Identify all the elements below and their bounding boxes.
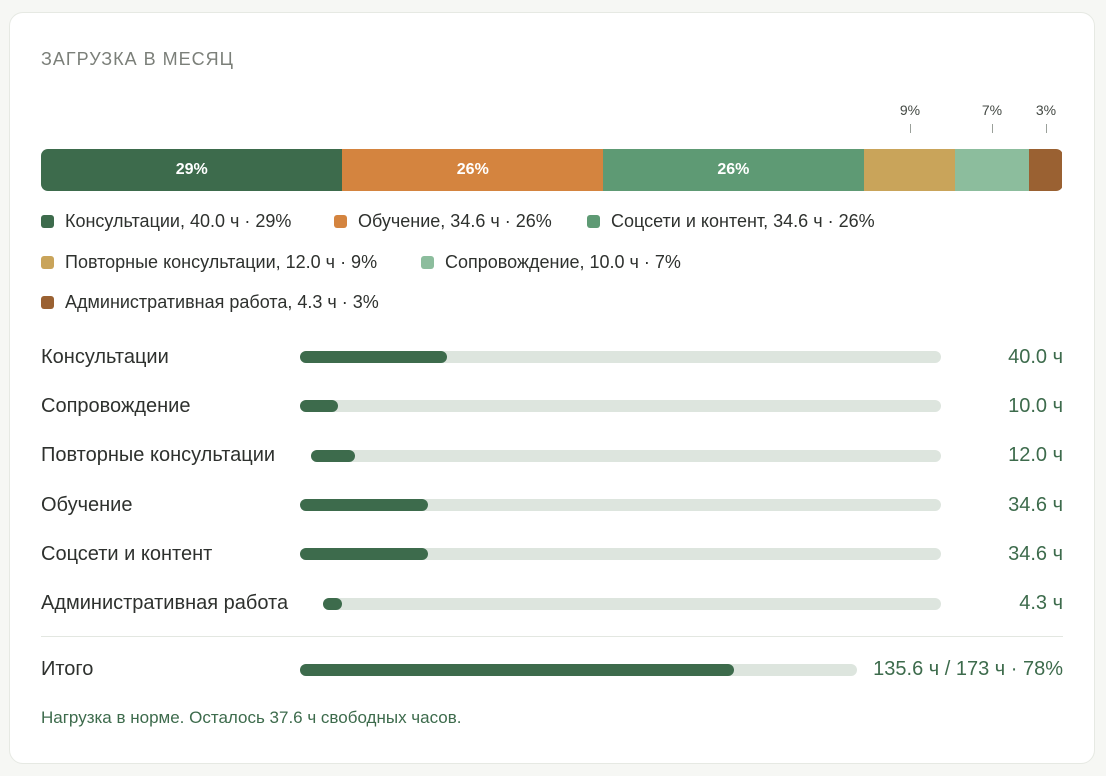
outside-label-admin: 3% bbox=[1026, 102, 1066, 133]
row-value-training: 34.6 ч bbox=[1008, 494, 1063, 516]
row-fill bbox=[323, 598, 342, 610]
legend-label: Обучение, 34.6 ч · 26% bbox=[358, 211, 552, 231]
legend-label: Административная работа, 4.3 ч · 3% bbox=[65, 292, 379, 312]
segment-social-content[interactable]: 26% bbox=[603, 149, 864, 191]
segment-consultations[interactable]: 29% bbox=[41, 149, 343, 191]
row-value-admin-work: 4.3 ч bbox=[1019, 592, 1063, 614]
row-value-social-content: 34.6 ч bbox=[1008, 543, 1063, 565]
row-label-admin-work: Административная работа bbox=[41, 592, 289, 614]
outside-label-tick bbox=[1045, 124, 1047, 133]
row-label-support: Сопровождение bbox=[41, 395, 191, 417]
outside-label-text: 9% bbox=[899, 102, 921, 118]
total-value: 135.6 ч / 173 ч · 78% bbox=[873, 658, 1063, 680]
legend-swatch bbox=[334, 215, 347, 228]
row-track-social-content bbox=[300, 548, 941, 560]
row-fill bbox=[300, 400, 339, 412]
row-fill bbox=[300, 351, 448, 363]
outside-label-tick bbox=[991, 124, 993, 133]
total-label: Итого bbox=[41, 658, 94, 680]
segment-admin-work[interactable] bbox=[1029, 149, 1062, 191]
row-fill bbox=[311, 450, 356, 462]
legend-swatch bbox=[41, 256, 54, 269]
widget-title: ЗАГРУЗКА В МЕСЯЦ bbox=[41, 49, 234, 69]
row-fill bbox=[300, 499, 429, 511]
legend-label: Сопровождение, 10.0 ч · 7% bbox=[445, 252, 681, 272]
workload-card bbox=[9, 12, 1095, 764]
legend-swatch bbox=[41, 296, 54, 309]
row-value-consultations: 40.0 ч bbox=[1008, 346, 1063, 368]
total-fill bbox=[300, 664, 735, 676]
legend-item-social-content: Соцсети и контент, 34.6 ч · 26% bbox=[587, 211, 875, 232]
row-track-support bbox=[300, 400, 941, 412]
legend-swatch bbox=[587, 215, 600, 228]
segment-repeat-consultations[interactable] bbox=[863, 149, 955, 191]
legend-swatch bbox=[41, 215, 54, 228]
outside-label-tick bbox=[909, 124, 911, 133]
segment-training[interactable]: 26% bbox=[342, 149, 604, 191]
legend-item-repeat-consultations: Повторные консультации, 12.0 ч · 9% bbox=[41, 252, 377, 273]
row-label-consultations: Консультации bbox=[41, 346, 169, 368]
legend-item-training: Обучение, 34.6 ч · 26% bbox=[334, 211, 552, 232]
total-track bbox=[300, 664, 857, 676]
row-track-training bbox=[300, 499, 941, 511]
row-fill bbox=[300, 548, 429, 560]
legend-label: Соцсети и контент, 34.6 ч · 26% bbox=[611, 211, 875, 231]
legend-item-consultations: Консультации, 40.0 ч · 29% bbox=[41, 211, 291, 232]
segment-support[interactable] bbox=[954, 149, 1030, 191]
legend-label: Повторные консультации, 12.0 ч · 9% bbox=[65, 252, 378, 272]
row-label-training: Обучение bbox=[41, 494, 133, 516]
divider bbox=[41, 636, 1063, 637]
legend-swatch bbox=[421, 256, 434, 269]
row-label-repeat-consultations: Повторные консультации bbox=[41, 444, 276, 466]
outside-label-text: 7% bbox=[981, 102, 1003, 118]
status-message: Нагрузка в норме. Осталось 37.6 ч свобод… bbox=[41, 708, 462, 727]
legend-item-support: Сопровождение, 10.0 ч · 7% bbox=[421, 252, 681, 273]
outside-label-repeat: 9% bbox=[890, 102, 930, 133]
row-track-repeat-consultations bbox=[311, 450, 941, 462]
distribution-bar: 29% 26% 26% bbox=[41, 149, 1063, 191]
row-track-admin-work bbox=[323, 598, 941, 610]
legend-label: Консультации, 40.0 ч · 29% bbox=[65, 211, 292, 231]
row-label-social-content: Соцсети и контент bbox=[41, 543, 213, 565]
row-value-repeat-consultations: 12.0 ч bbox=[1008, 444, 1063, 466]
row-value-support: 10.0 ч bbox=[1008, 395, 1063, 417]
outside-label-text: 3% bbox=[1035, 102, 1057, 118]
legend-item-admin-work: Административная работа, 4.3 ч · 3% bbox=[41, 292, 379, 313]
row-track-consultations bbox=[300, 351, 941, 363]
outside-label-support: 7% bbox=[972, 102, 1012, 133]
